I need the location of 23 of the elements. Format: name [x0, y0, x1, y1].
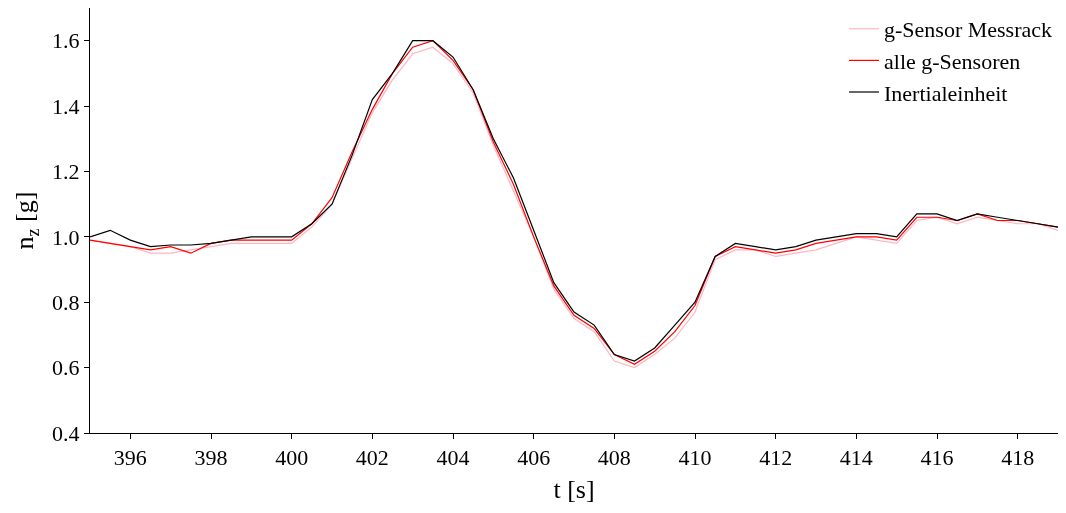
- x-tick-label: 396: [113, 445, 147, 471]
- legend-label: alle g-Sensoren: [884, 48, 1021, 74]
- y-tick-label: 1.6: [52, 28, 80, 54]
- x-tick-label: 408: [597, 445, 631, 471]
- y-tick-label: 1.0: [52, 224, 80, 250]
- x-tick-label: 414: [839, 445, 873, 471]
- x-tick-label: 398: [194, 445, 228, 471]
- y-tick-label: 1.2: [52, 159, 80, 185]
- x-tick-label: 418: [1001, 445, 1035, 471]
- legend-label: g-Sensor Messrack: [884, 17, 1053, 43]
- x-axis-title: t [s]: [553, 475, 595, 505]
- x-tick-label: 406: [517, 445, 551, 471]
- y-tick-label: 0.6: [52, 355, 80, 381]
- x-tick-label: 402: [355, 445, 389, 471]
- y-tick-label: 1.4: [52, 93, 80, 119]
- legend-label: Inertialeinheit: [884, 80, 1008, 106]
- y-tick-label: 0.8: [52, 289, 80, 315]
- x-tick-label: 412: [759, 445, 793, 471]
- x-tick-label: 400: [275, 445, 309, 471]
- x-tick-label: 404: [436, 445, 470, 471]
- y-tick-label: 0.4: [52, 420, 80, 446]
- x-tick-label: 416: [920, 445, 954, 471]
- x-tick-label: 410: [678, 445, 712, 471]
